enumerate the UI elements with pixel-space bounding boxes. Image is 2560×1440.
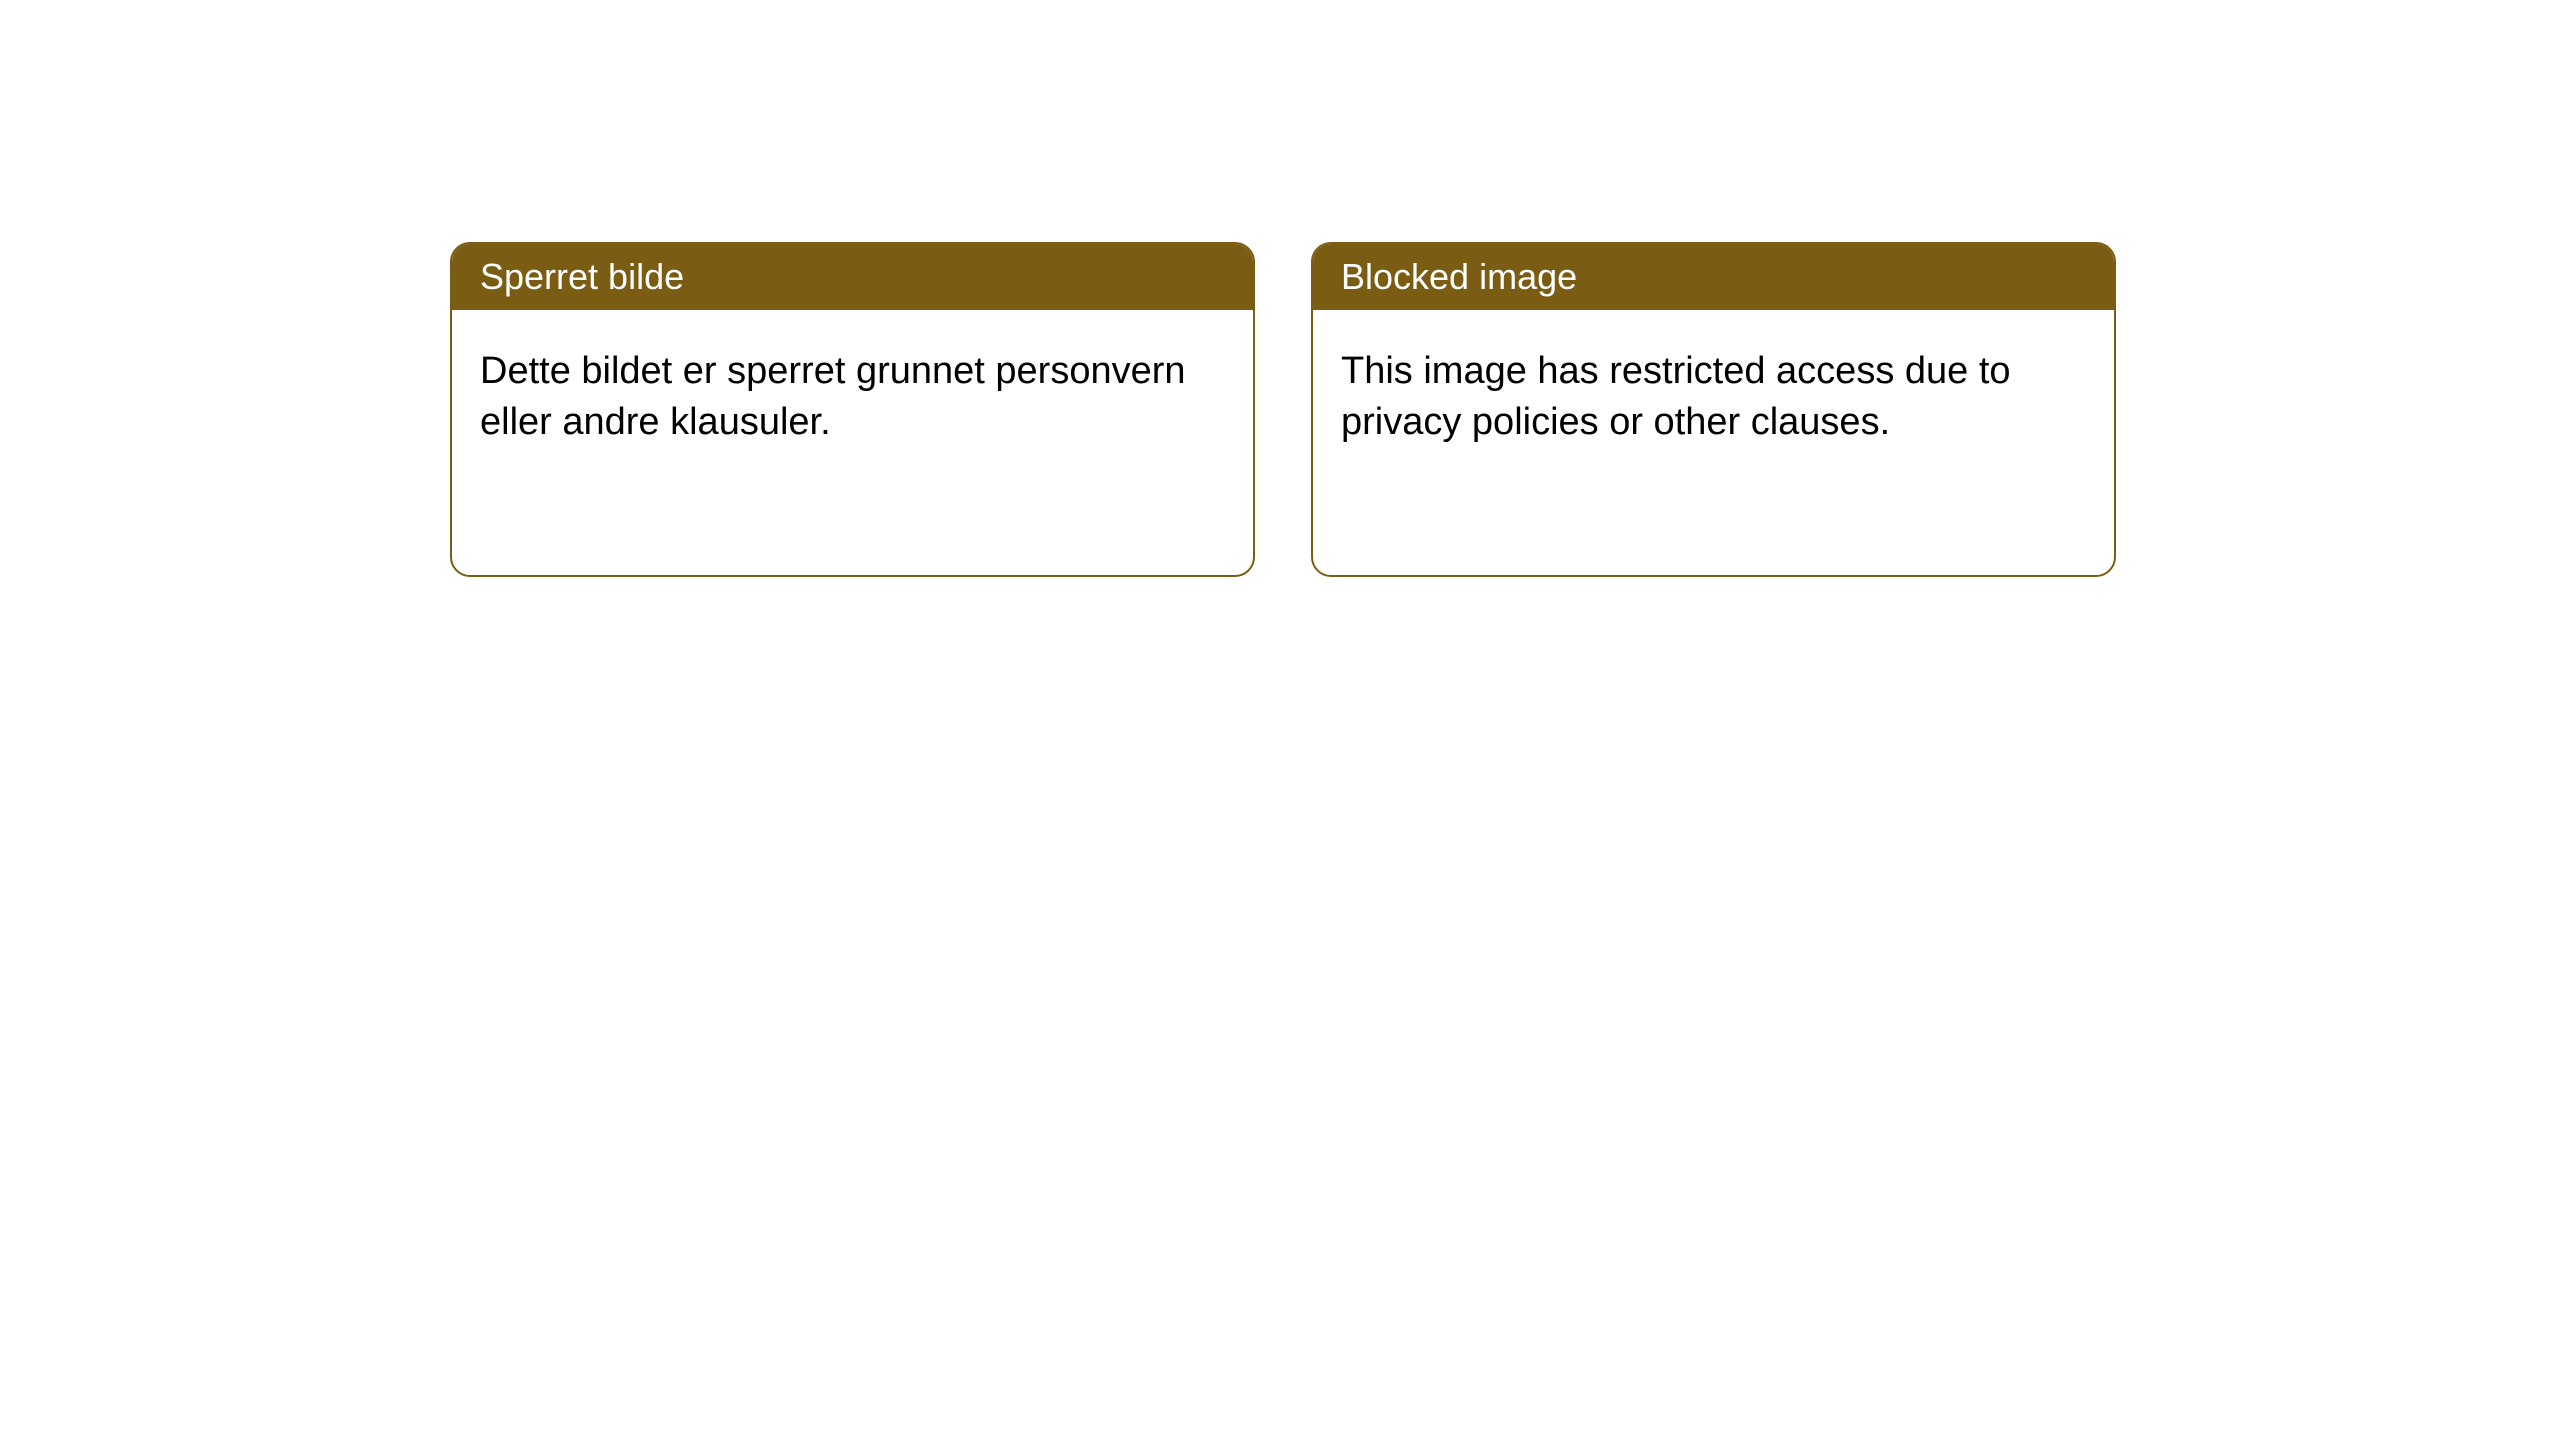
notice-message: Dette bildet er sperret grunnet personve… xyxy=(480,350,1186,443)
notice-body: This image has restricted access due to … xyxy=(1313,310,2114,483)
notice-title: Sperret bilde xyxy=(480,256,684,297)
notice-header: Blocked image xyxy=(1313,244,2114,310)
notice-message: This image has restricted access due to … xyxy=(1341,350,2011,443)
notice-header: Sperret bilde xyxy=(452,244,1253,310)
notice-container: Sperret bilde Dette bildet er sperret gr… xyxy=(0,0,2560,577)
notice-card-norwegian: Sperret bilde Dette bildet er sperret gr… xyxy=(450,242,1255,577)
notice-card-english: Blocked image This image has restricted … xyxy=(1311,242,2116,577)
notice-title: Blocked image xyxy=(1341,256,1577,297)
notice-body: Dette bildet er sperret grunnet personve… xyxy=(452,310,1253,483)
